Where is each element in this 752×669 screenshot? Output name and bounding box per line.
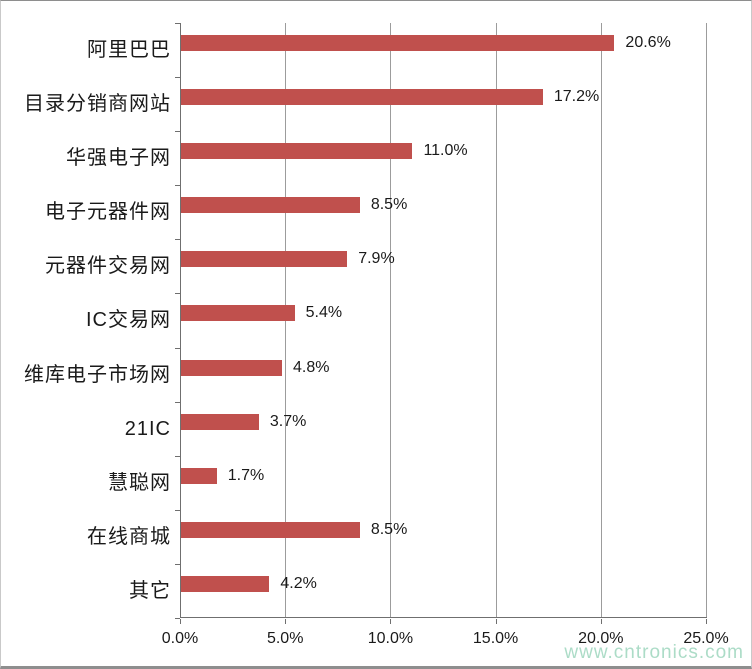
bar [181,89,543,106]
category-label: 其它 [129,579,171,602]
y-axis-tick [175,456,180,457]
category-label: 目录分销商网站 [24,93,171,116]
gridline [495,23,497,617]
category-label: IC交易网 [86,309,171,332]
gridline [600,23,602,617]
value-label: 17.2% [553,88,600,106]
y-axis-tick [175,77,180,78]
x-axis-tick-label: 10.0% [367,630,414,647]
x-axis-tick [495,619,497,624]
bar [181,197,360,214]
x-axis-tick [600,619,602,624]
category-label: 慧聪网 [108,471,171,494]
gridline [706,23,707,617]
watermark: www.cntronics.com [564,642,744,663]
bar [181,251,348,268]
x-axis-tick [706,619,707,624]
x-axis-tick-label: 25.0% [683,630,729,647]
value-label: 8.5% [370,520,408,538]
x-axis-tick-label: 0.0% [161,630,199,647]
category-label: 阿里巴巴 [87,39,171,61]
value-label: 1.7% [227,466,265,484]
y-axis-tick [175,618,180,619]
category-label: 华强电子网 [66,147,171,170]
x-axis-tick-label: 15.0% [472,630,519,647]
x-axis-tick [285,619,287,624]
gridline [390,23,392,617]
value-label: 3.7% [269,412,307,430]
category-label: 21IC [124,417,171,440]
bar [181,575,270,592]
category-label: 维库电子市场网 [24,363,171,386]
bar [181,521,360,538]
y-axis-tick [175,239,180,240]
y-axis-tick [175,402,180,403]
y-axis-tick [175,510,180,511]
y-axis-tick [175,185,180,186]
value-label: 8.5% [370,196,408,214]
bar [181,305,295,322]
value-label: 11.0% [423,142,468,160]
value-label: 5.4% [305,304,343,322]
x-axis-tick [180,619,181,624]
x-axis-tick-label: 5.0% [266,630,304,647]
y-axis-tick [175,131,180,132]
y-axis-tick [175,293,180,294]
category-label: 在线商城 [87,525,171,548]
value-label: 4.2% [280,574,317,592]
y-axis-tick [175,564,180,565]
bar [181,143,413,160]
bar [181,359,282,376]
value-label: 20.6% [625,34,671,51]
x-axis-tick [390,619,392,624]
category-label: 元器件交易网 [45,255,171,278]
bar [181,413,259,430]
category-label: 电子元器件网 [45,201,171,224]
plot-area: 20.6% 17.2% 11.0% 8.5% 7.9% 5.4% 4.8% 3.7% 1.7% 8… [180,23,707,618]
y-axis-tick [175,348,180,349]
bar [181,467,217,484]
y-axis-tick [175,23,180,24]
x-axis-tick-label: 20.0% [578,630,624,647]
bar [181,35,615,51]
value-label: 4.8% [292,358,330,376]
value-label: 7.9% [358,250,395,268]
